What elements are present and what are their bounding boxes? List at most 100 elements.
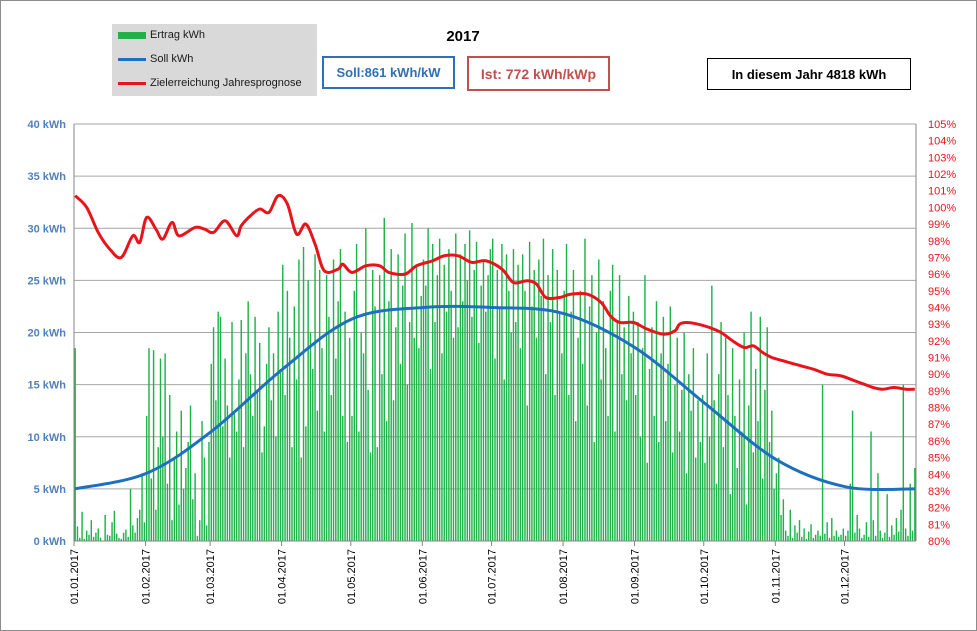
ist-annotation: Ist: 772 kWh/kWp bbox=[467, 56, 610, 91]
ertrag-bar bbox=[655, 301, 658, 541]
ertrag-bar bbox=[152, 350, 155, 541]
ertrag-bar bbox=[736, 468, 738, 541]
ertrag-bar bbox=[438, 238, 441, 542]
y2-tick-label: 93% bbox=[928, 319, 950, 331]
ertrag-bar bbox=[288, 337, 291, 541]
ertrag-bar bbox=[734, 415, 736, 541]
ertrag-bar bbox=[178, 504, 180, 541]
ertrag-bar bbox=[367, 389, 369, 541]
ertrag-bar bbox=[609, 290, 612, 541]
ertrag-bar bbox=[314, 254, 316, 541]
y2-tick-label: 97% bbox=[928, 252, 950, 264]
ertrag-bar bbox=[692, 348, 695, 541]
ertrag-bar bbox=[413, 337, 415, 541]
ertrag-bar bbox=[461, 301, 464, 541]
ertrag-bar bbox=[588, 306, 591, 541]
ertrag-bar bbox=[141, 473, 143, 541]
ertrag-bar bbox=[745, 504, 748, 541]
ertrag-bar bbox=[731, 348, 734, 541]
ertrag-bar bbox=[157, 447, 159, 541]
ertrag-bar bbox=[242, 447, 245, 541]
legend-item-soll: Soll kWh bbox=[118, 53, 193, 65]
y2-tick-label: 85% bbox=[928, 453, 950, 465]
ertrag-bar bbox=[558, 311, 561, 541]
ertrag-bar bbox=[515, 322, 517, 541]
legend-label-ziel: Zielerreichung Jahresprognose bbox=[150, 77, 302, 89]
ertrag-bar bbox=[362, 353, 365, 541]
y-tick-label: 0 kWh bbox=[34, 536, 67, 548]
ertrag-bar bbox=[480, 285, 482, 541]
ertrag-bar bbox=[639, 436, 642, 541]
ertrag-bar bbox=[199, 520, 201, 541]
ertrag-bar bbox=[295, 379, 298, 541]
ertrag-bar bbox=[342, 415, 344, 541]
legend-swatch-soll bbox=[118, 57, 146, 61]
x-tick-label: 01.11.2017 bbox=[770, 549, 782, 603]
ertrag-bar bbox=[600, 379, 602, 541]
x-tick-label: 01.01.2017 bbox=[69, 549, 81, 604]
ertrag-bar bbox=[628, 296, 630, 541]
ertrag-bar bbox=[713, 400, 715, 541]
legend-label-ertrag: Ertrag kWh bbox=[150, 29, 206, 41]
legend-item-ziel: Zielerreichung Jahresprognose bbox=[118, 77, 302, 89]
ertrag-bar bbox=[155, 509, 157, 541]
ertrag-bar bbox=[247, 301, 249, 541]
ertrag-bar bbox=[305, 426, 307, 541]
ertrag-bar bbox=[254, 316, 256, 541]
y2-tick-label: 82% bbox=[928, 503, 950, 515]
ertrag-bar bbox=[595, 332, 598, 541]
legend-item-ertrag: Ertrag kWh bbox=[118, 29, 205, 41]
ertrag-bar bbox=[88, 534, 90, 541]
ertrag-bar bbox=[508, 290, 510, 541]
ertrag-bar bbox=[120, 538, 123, 541]
ertrag-bar bbox=[445, 311, 448, 541]
ertrag-bar bbox=[175, 431, 178, 541]
ertrag-bar bbox=[623, 327, 625, 541]
ertrag-bar bbox=[648, 368, 651, 541]
ertrag-bar bbox=[150, 478, 152, 541]
ertrag-bar bbox=[688, 374, 690, 541]
ertrag-bar bbox=[381, 374, 383, 541]
ertrag-bar bbox=[378, 275, 381, 541]
ertrag-bar bbox=[385, 421, 388, 541]
ertrag-bar bbox=[136, 518, 139, 541]
ertrag-bar bbox=[418, 348, 420, 541]
ertrag-bar bbox=[323, 431, 326, 541]
ertrag-bar bbox=[754, 368, 757, 541]
y-tick-label: 10 kWh bbox=[27, 432, 66, 444]
ertrag-bar bbox=[681, 389, 683, 541]
ertrag-bar bbox=[337, 301, 339, 541]
ertrag-bar bbox=[865, 522, 868, 541]
ertrag-bar bbox=[568, 395, 570, 541]
y2-tick-label: 83% bbox=[928, 486, 950, 498]
ertrag-bar bbox=[464, 243, 466, 541]
x-tick-label: 01.08.2017 bbox=[558, 549, 570, 604]
ertrag-bar bbox=[821, 384, 824, 541]
ertrag-bar bbox=[791, 537, 794, 541]
ertrag-bar bbox=[404, 233, 406, 541]
year-total-annotation: In diesem Jahr 4818 kWh bbox=[707, 58, 911, 90]
x-tick-label: 01.03.2017 bbox=[205, 549, 217, 604]
ertrag-bar bbox=[715, 483, 718, 541]
ertrag-bar bbox=[205, 525, 208, 541]
ertrag-bar bbox=[909, 483, 911, 541]
y-tick-label: 20 kWh bbox=[27, 328, 66, 340]
ertrag-bar bbox=[812, 537, 815, 541]
ertrag-bars bbox=[74, 217, 916, 542]
ertrag-bar bbox=[787, 535, 789, 541]
ertrag-bar bbox=[374, 306, 376, 541]
y2-tick-label: 99% bbox=[928, 219, 950, 231]
ertrag-bar bbox=[348, 337, 351, 541]
y2-tick-label: 100% bbox=[928, 202, 956, 214]
ertrag-bar bbox=[789, 509, 791, 541]
ertrag-bar bbox=[309, 332, 312, 541]
ertrag-bar bbox=[238, 379, 240, 541]
ertrag-bar bbox=[690, 410, 692, 541]
ertrag-bar bbox=[563, 290, 565, 541]
ertrag-bar bbox=[914, 468, 916, 541]
ertrag-bar bbox=[535, 337, 538, 541]
y2-tick-label: 102% bbox=[928, 169, 956, 181]
y2-tick-label: 105% bbox=[928, 119, 956, 131]
ertrag-bar bbox=[851, 410, 854, 541]
ertrag-bar bbox=[148, 348, 150, 541]
